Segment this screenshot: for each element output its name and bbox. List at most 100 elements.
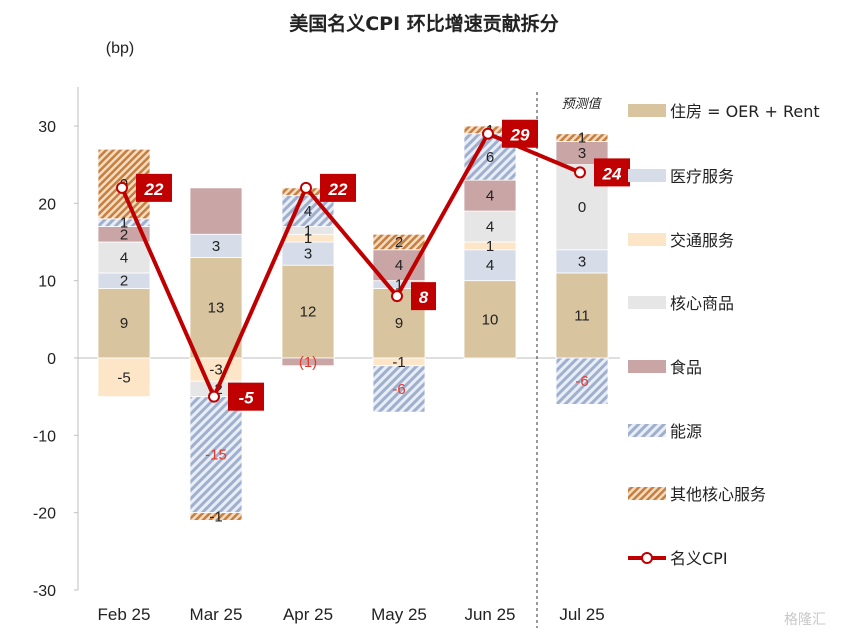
cpi-point: [574, 166, 586, 179]
bar-value-label: 4: [486, 257, 494, 274]
legend-swatch: [628, 233, 666, 246]
legend-swatch: [628, 296, 666, 309]
cpi-callout-box: [411, 282, 436, 311]
legend-label: 能源: [670, 422, 702, 441]
bar-segment: [463, 280, 517, 359]
bar-value-label: -1: [392, 354, 405, 371]
bar-value-label: 3: [212, 238, 220, 255]
cpi-callout-label: 29: [510, 126, 530, 145]
bar-value-label: -3: [209, 362, 222, 379]
bar-segment: [189, 512, 243, 521]
x-tick-label: May 25: [371, 605, 427, 624]
chart-title: 美国名义CPI 环比增速贡献拆分: [289, 12, 559, 35]
bar-value-label: 4: [304, 203, 312, 220]
y-tick-label: 30: [38, 119, 56, 136]
bar-value-label: 2: [395, 234, 403, 251]
legend-label: 住房 = OER + Rent: [670, 102, 820, 121]
y-tick-label: -20: [33, 506, 56, 523]
legend-swatch: [628, 104, 666, 117]
bar-segment: [281, 264, 335, 359]
bar-value-label: -6: [392, 381, 405, 398]
bar-value-label: 10: [482, 311, 499, 328]
cpi-point: [482, 127, 494, 140]
legend-label: 交通服务: [670, 231, 734, 250]
legend-swatch: [628, 487, 666, 500]
forecast-label: 预测值: [561, 97, 602, 112]
bar-value-label: 1: [486, 238, 494, 255]
bar-segment: [463, 249, 517, 282]
x-tick-label: Jun 25: [464, 605, 515, 624]
bar-segment: [555, 133, 609, 142]
bar-value-label: -5: [117, 369, 130, 386]
bar-value-label: -6: [575, 373, 588, 390]
bar-value-label: -15: [205, 447, 227, 464]
legend-label: 其他核心服务: [670, 485, 766, 504]
bar-value-label: 9: [120, 315, 128, 332]
bar-value-label: 3: [578, 145, 586, 162]
bar-value-label: 4: [120, 249, 128, 266]
cpi-callout-label: -5: [238, 389, 254, 408]
y-tick-label: 20: [38, 196, 56, 213]
y-tick-label: -10: [33, 428, 56, 445]
y-tick-label: 10: [38, 274, 56, 291]
bar-value-label: 12: [300, 304, 317, 321]
cpi-point: [116, 181, 128, 194]
legend-swatch: [628, 424, 666, 437]
legend-swatch: [628, 360, 666, 373]
cpi-callout-label: 24: [602, 164, 622, 183]
bar-value-label: 3: [304, 246, 312, 263]
bar-value-label: 1: [304, 222, 312, 239]
bar-value-label: 13: [208, 300, 225, 317]
bar-segment: [463, 210, 517, 243]
bar-value-label: 3: [578, 253, 586, 270]
legend-line-marker: [641, 552, 653, 564]
y-tick-label: -30: [33, 583, 56, 600]
cpi-point: [208, 390, 220, 403]
bar-segment: [189, 187, 243, 235]
x-tick-label: Mar 25: [190, 605, 243, 624]
legend: 住房 = OER + Rent 医疗服务交通服务核心商品食品能源其他核心服务名义C…: [628, 102, 820, 568]
bar-value-label: 2: [120, 226, 128, 243]
bar-value-label: 6: [486, 149, 494, 166]
cpi-callout-box: [136, 173, 172, 202]
bar-segment: [189, 257, 243, 359]
y-tick-label: 0: [47, 351, 56, 368]
bar-segment: [555, 272, 609, 359]
bars-group: [97, 125, 609, 521]
legend-swatch: [628, 169, 666, 182]
cpi-point: [300, 181, 312, 194]
watermark: 格隆汇: [784, 612, 826, 628]
x-tick-label: Jul 25: [559, 605, 604, 624]
bar-value-label: 9: [395, 315, 403, 332]
bar-segment: [97, 357, 151, 398]
bar-value-label: 1: [304, 230, 312, 247]
legend-label: 食品: [670, 358, 702, 377]
bar-value-label: 1: [395, 277, 403, 294]
x-tick-label: Feb 25: [98, 605, 151, 624]
bar-value-label: 0: [578, 199, 586, 216]
legend-label: 医疗服务: [670, 167, 734, 186]
cpi-callout-label: 8: [419, 288, 429, 307]
bar-value-label: -1: [209, 509, 222, 526]
bar-value-label: 1: [578, 130, 586, 147]
bar-value-label: (1): [299, 354, 317, 371]
bar-value-label: 4: [395, 257, 403, 274]
y-axis-unit: (bp): [106, 40, 134, 57]
bar-segment: [372, 233, 426, 251]
bar-segment: [463, 179, 517, 212]
bar-value-label: 4: [486, 219, 494, 236]
cpi-point: [391, 290, 403, 303]
cpi-callout-label: 22: [328, 180, 348, 199]
bar-segment: [189, 396, 243, 514]
cpi-callout-box: [228, 382, 264, 411]
bar-segment: [281, 357, 335, 367]
bar-value-label: 1: [120, 215, 128, 232]
x-tick-label: Apr 25: [283, 605, 333, 624]
cpi-callout-box: [594, 158, 630, 187]
cpi-callout-label: 22: [144, 180, 164, 199]
legend-label: 核心商品: [670, 294, 734, 313]
legend-label: 名义CPI: [670, 549, 728, 568]
